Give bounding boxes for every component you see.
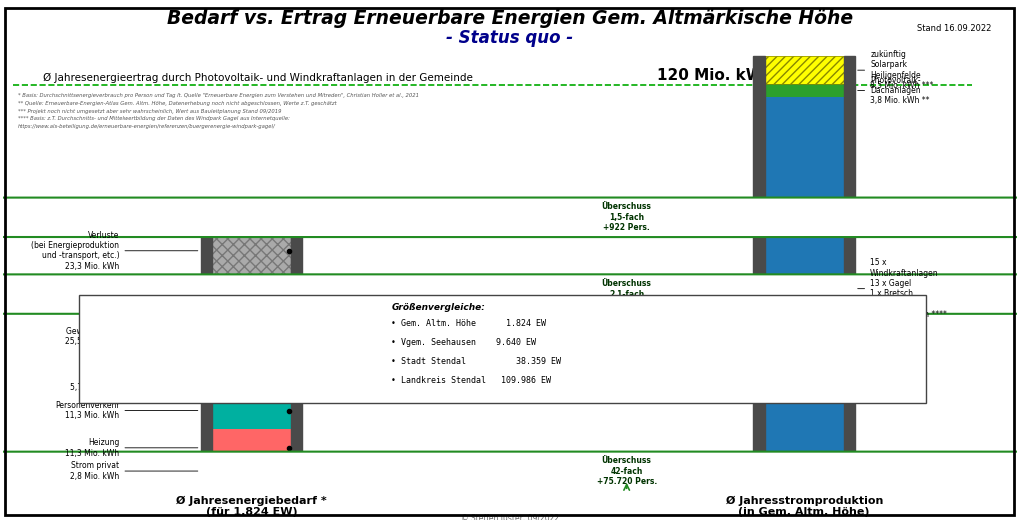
Bar — [212, 466, 290, 476]
Bar — [764, 84, 843, 97]
Circle shape — [0, 198, 1019, 237]
Text: Stand 16.09.2022: Stand 16.09.2022 — [916, 24, 990, 33]
Text: Industrie,
Gewerbe, etc.
25,5 Mio. kWh: Industrie, Gewerbe, etc. 25,5 Mio. kWh — [65, 316, 198, 346]
Text: Überschuss
42-fach
+75.720 Pers.: Überschuss 42-fach +75.720 Pers. — [596, 457, 656, 486]
Text: • Stadt Stendal          38.359 EW: • Stadt Stendal 38.359 EW — [391, 357, 560, 367]
Text: 15 x
Windkraftanlagen
13 x Gagel
1 x Bretsch
1 x Stapel
116,5 Mio. kWh ****: 15 x Windkraftanlagen 13 x Gagel 1 x Bre… — [857, 258, 946, 319]
Bar — [764, 97, 843, 480]
Circle shape — [0, 275, 1019, 314]
Bar — [212, 212, 290, 289]
Bar — [290, 212, 302, 480]
Text: Ø Jahresstromproduktion
(in Gem. Altm. Höhe): Ø Jahresstromproduktion (in Gem. Altm. H… — [725, 496, 882, 517]
Text: Strom privat
2,8 Mio. kWh: Strom privat 2,8 Mio. kWh — [70, 461, 198, 481]
Text: Photovoltaik-
Dachanlagen
3,8 Mio. kWh **: Photovoltaik- Dachanlagen 3,8 Mio. kWh *… — [857, 75, 928, 106]
Bar — [753, 56, 764, 480]
Text: Überschuss
1,5-fach
+922 Pers.: Überschuss 1,5-fach +922 Pers. — [601, 202, 651, 232]
Text: Ø Jahresenergieertrag durch Photovoltaik- und Windkraftanlagen in der Gemeinde: Ø Jahresenergieertrag durch Photovoltaik… — [44, 72, 473, 83]
Bar — [212, 373, 290, 392]
Text: Transport
5,7 Mio. kWh: Transport 5,7 Mio. kWh — [70, 373, 198, 392]
Text: Größenvergleiche:: Größenvergleiche: — [391, 303, 485, 311]
Text: Bedarf vs. Ertrag Erneuerbare Energien Gem. Altmärkische Höhe: Bedarf vs. Ertrag Erneuerbare Energien G… — [167, 9, 852, 29]
Text: 56,6 Mio. kWh für Endenergie gesamt: 56,6 Mio. kWh für Endenergie gesamt — [351, 281, 535, 291]
Text: **** Basis: z.T. Durchschnitts- und Mittelwertbildung der Daten des Windpark Gag: **** Basis: z.T. Durchschnitts- und Mitt… — [18, 116, 289, 121]
Text: • Gem. Altm. Höhe      1.824 EW: • Gem. Altm. Höhe 1.824 EW — [391, 319, 546, 328]
Text: • Landkreis Stendal   109.986 EW: • Landkreis Stendal 109.986 EW — [391, 376, 551, 385]
Text: https://www.als-beteiligung.de/erneuerbare-energien/referenzen/buergerenergie-wi: https://www.als-beteiligung.de/erneuerba… — [18, 124, 275, 129]
Text: Heizung
11,3 Mio. kWh: Heizung 11,3 Mio. kWh — [65, 438, 198, 458]
Text: - Status quo -: - Status quo - — [446, 29, 573, 47]
Text: 2,8 Mio. kWh für Strom privat: 2,8 Mio. kWh für Strom privat — [351, 459, 495, 469]
Text: ** Quelle: Erneuerbare-Energien-Atlas Gem. Altm. Höhe, Datenerhebung noch nicht : ** Quelle: Erneuerbare-Energien-Atlas Ge… — [18, 101, 336, 106]
Bar — [212, 429, 290, 466]
Bar — [212, 289, 290, 373]
Text: Verluste
(bei Energieproduktion
und -transport, etc.)
23,3 Mio. kWh: Verluste (bei Energieproduktion und -tra… — [32, 231, 198, 271]
Text: *** Projekt noch nicht umgesetzt aber sehr wahrscheinlich, Wert aus Bauleitplanu: *** Projekt noch nicht umgesetzt aber se… — [18, 109, 281, 113]
Circle shape — [0, 451, 1019, 491]
Bar — [764, 56, 843, 84]
Text: 79,9 Mio. kWh für Primärenergie gesamt: 79,9 Mio. kWh für Primärenergie gesamt — [351, 205, 549, 215]
Text: Personenverkehr
11,3 Mio. kWh: Personenverkehr 11,3 Mio. kWh — [55, 401, 198, 420]
Text: • Vgem. Seehausen    9.640 EW: • Vgem. Seehausen 9.640 EW — [391, 338, 536, 347]
Text: Ø Jahresenergiebedarf *
(für 1.824 EW): Ø Jahresenergiebedarf * (für 1.824 EW) — [175, 496, 326, 517]
Bar — [212, 212, 290, 289]
FancyBboxPatch shape — [78, 295, 925, 402]
Text: © Steffen Juster, 09/2022: © Steffen Juster, 09/2022 — [461, 514, 558, 520]
Text: * Basis: Durchschnittsenergieverbrauch pro Person und Tag lt. Quelle "Erneuerbar: * Basis: Durchschnittsenergieverbrauch p… — [18, 94, 419, 98]
Bar — [201, 476, 302, 480]
Text: Überschuss
2,1-fach
+2 053 Pers.: Überschuss 2,1-fach +2 053 Pers. — [599, 279, 653, 309]
Text: 120 Mio. kWh: 120 Mio. kWh — [656, 68, 772, 83]
Bar — [764, 56, 843, 84]
Bar — [201, 212, 212, 480]
Bar — [212, 392, 290, 429]
Bar — [843, 56, 854, 480]
Text: zukünftig
Solarpark
Heiligenfelde
8,5 Mio. kWh ***: zukünftig Solarpark Heiligenfelde 8,5 Mi… — [857, 50, 932, 90]
